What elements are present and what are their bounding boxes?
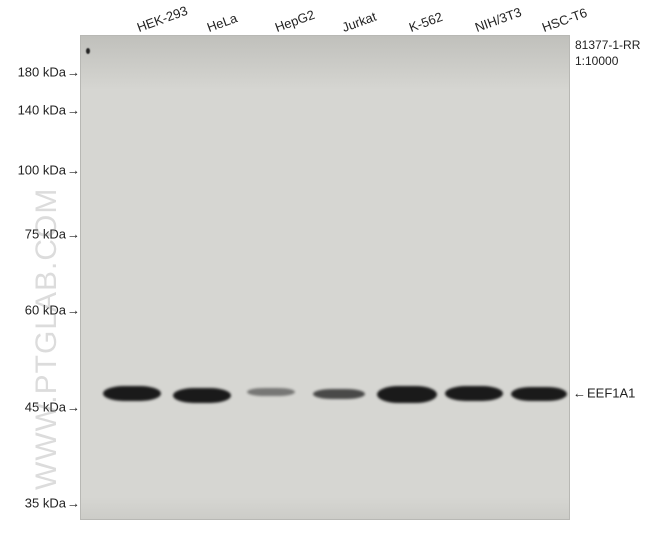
target-name: EEF1A1: [587, 386, 635, 401]
antibody-catalog: 81377-1-RR: [575, 38, 640, 54]
lane-label: HSC-T6: [540, 5, 589, 35]
protein-band: [173, 388, 231, 403]
mw-marker-label: 35 kDa→: [25, 496, 80, 511]
mw-marker-label: 180 kDa→: [18, 65, 80, 80]
protein-band: [377, 386, 437, 403]
lane-label: K-562: [407, 9, 445, 35]
lane-label: HEK-293: [135, 3, 190, 35]
arrow-right-icon: →: [67, 103, 80, 118]
lane-label: Jurkat: [340, 9, 378, 35]
antibody-dilution: 1:10000: [575, 54, 640, 70]
blot-membrane: [80, 35, 570, 520]
target-band-label: ←EEF1A1: [573, 386, 635, 401]
mw-marker-label: 100 kDa→: [18, 163, 80, 178]
protein-band: [247, 388, 295, 396]
membrane-shading-top: [81, 36, 569, 91]
antibody-info: 81377-1-RR 1:10000: [575, 38, 640, 69]
protein-band: [103, 386, 161, 401]
protein-band: [313, 389, 365, 399]
arrow-right-icon: →: [67, 303, 80, 318]
membrane-shading-bottom: [81, 497, 569, 519]
protein-band: [511, 387, 567, 401]
arrow-right-icon: →: [67, 496, 80, 511]
lane-label: HepG2: [273, 7, 317, 35]
arrow-right-icon: →: [67, 65, 80, 80]
lane-label: HeLa: [205, 10, 239, 35]
arrow-right-icon: →: [67, 227, 80, 242]
mw-marker-label: 140 kDa→: [18, 103, 80, 118]
watermark: WWW.PTGLAB.COM: [30, 188, 64, 490]
lane-labels-row: HEK-293HeLaHepG2JurkatK-562NIH/3T3HSC-T6: [80, 0, 570, 35]
protein-band: [445, 386, 503, 401]
artifact-speck: [86, 48, 90, 54]
arrow-right-icon: →: [67, 163, 80, 178]
arrow-left-icon: ←: [573, 386, 586, 401]
lane-label: NIH/3T3: [473, 4, 524, 35]
arrow-right-icon: →: [67, 400, 80, 415]
